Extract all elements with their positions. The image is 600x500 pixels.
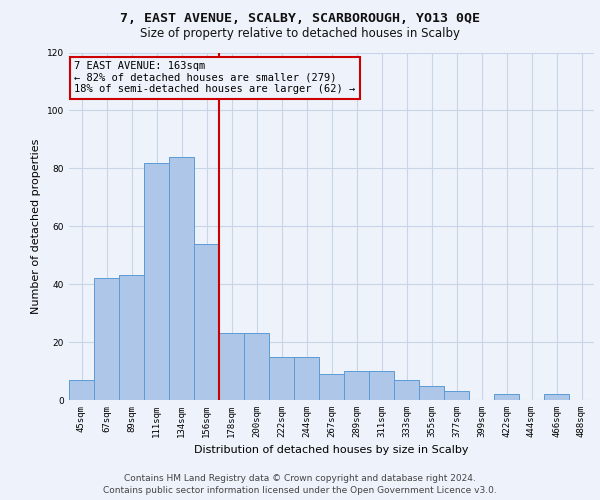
Bar <box>144 162 169 400</box>
Bar <box>294 356 319 400</box>
Bar <box>319 374 344 400</box>
X-axis label: Distribution of detached houses by size in Scalby: Distribution of detached houses by size … <box>194 446 469 456</box>
Bar <box>544 394 569 400</box>
Bar <box>119 276 144 400</box>
Bar <box>219 334 244 400</box>
Bar <box>394 380 419 400</box>
Bar <box>69 380 94 400</box>
Text: Size of property relative to detached houses in Scalby: Size of property relative to detached ho… <box>140 28 460 40</box>
Text: Contains HM Land Registry data © Crown copyright and database right 2024.
Contai: Contains HM Land Registry data © Crown c… <box>103 474 497 495</box>
Text: 7, EAST AVENUE, SCALBY, SCARBOROUGH, YO13 0QE: 7, EAST AVENUE, SCALBY, SCARBOROUGH, YO1… <box>120 12 480 26</box>
Y-axis label: Number of detached properties: Number of detached properties <box>31 138 41 314</box>
Bar <box>419 386 444 400</box>
Bar <box>194 244 219 400</box>
Bar <box>269 356 294 400</box>
Bar <box>169 157 194 400</box>
Bar <box>444 392 469 400</box>
Bar <box>94 278 119 400</box>
Bar <box>344 371 369 400</box>
Bar <box>244 334 269 400</box>
Bar <box>369 371 394 400</box>
Text: 7 EAST AVENUE: 163sqm
← 82% of detached houses are smaller (279)
18% of semi-det: 7 EAST AVENUE: 163sqm ← 82% of detached … <box>74 61 355 94</box>
Bar <box>494 394 519 400</box>
